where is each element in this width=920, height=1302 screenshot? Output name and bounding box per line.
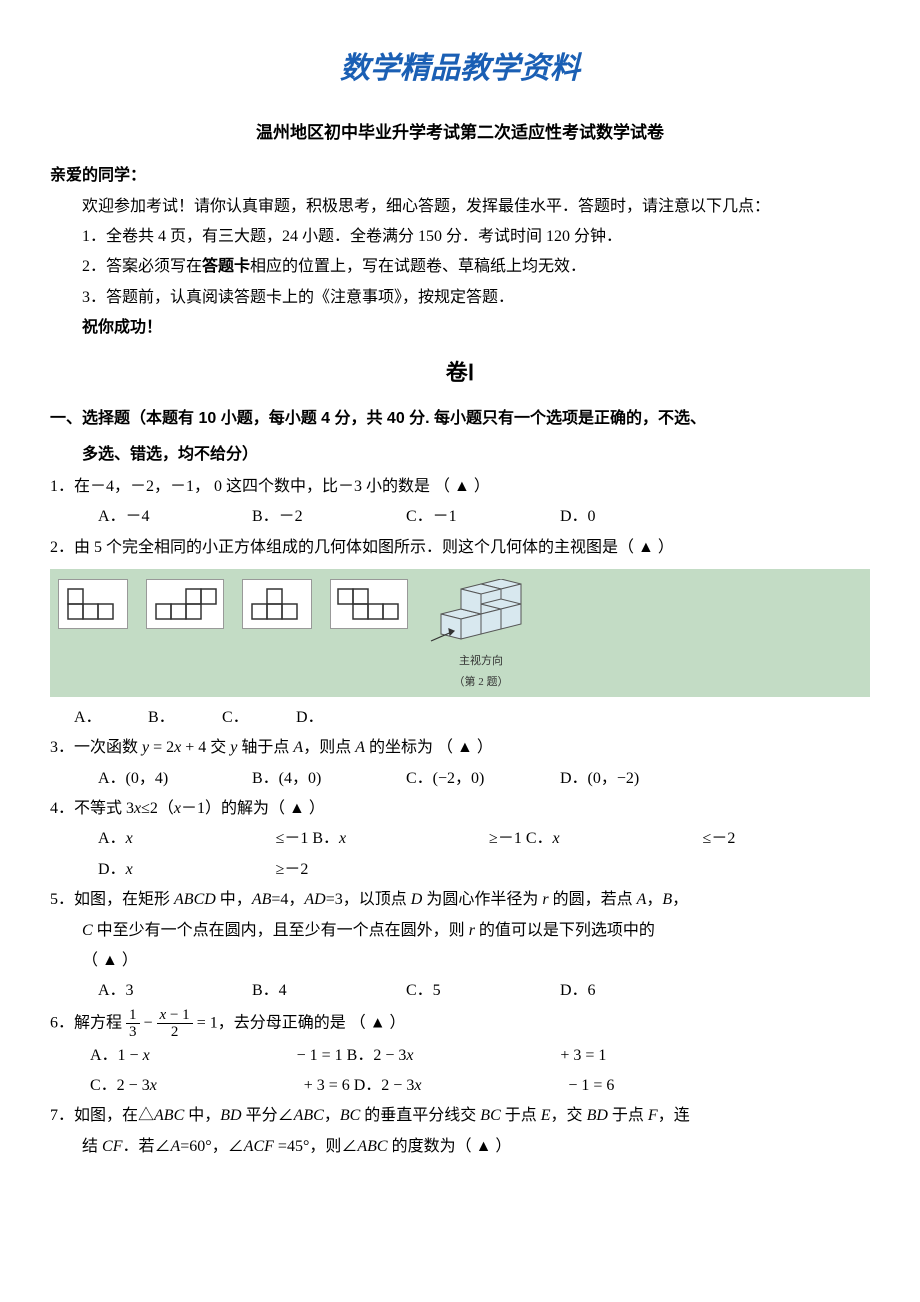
q3-choice-a: A．(0，4) xyxy=(98,764,248,794)
q4-choice-d: D．x≥－2 xyxy=(98,855,308,885)
part1-header: 一、选择题（本题有 10 小题，每小题 4 分，共 40 分. 每小题只有一个选… xyxy=(50,401,870,471)
q6-choice-d: D．2 − 3x − 1 = 6 xyxy=(354,1071,615,1101)
q3-choice-d: D．(0，−2) xyxy=(560,764,710,794)
q3-text: 3．一次函数 y = 2x + 4 交 y 轴于点 A，则点 A 的坐标为 （ … xyxy=(50,733,870,763)
q2-label-c: C． xyxy=(222,703,292,733)
q2-option-a-shape xyxy=(58,579,128,629)
greeting-label: 亲爱的同学： xyxy=(50,161,870,191)
q2-option-c-shape xyxy=(242,579,312,629)
page-title: 数学精品教学资料 xyxy=(50,40,870,97)
exam-subtitle: 温州地区初中毕业升学考试第二次适应性考试数学试卷 xyxy=(50,117,870,149)
q7-line2: 结 CF．若∠A=60°，∠ACF =45°，则∠ABC 的度数为（ ▲ ） xyxy=(50,1132,870,1162)
q5-choice-c: C．5 xyxy=(406,976,556,1006)
question-6: 6．解方程 13 − x − 12 = 1，去分母正确的是 （ ▲ ） A．1 … xyxy=(50,1007,870,1102)
q3-choice-c: C．(−2，0) xyxy=(406,764,556,794)
q6-choice-b: B．2 − 3x + 3 = 1 xyxy=(347,1041,607,1071)
q5-choice-d: D．6 xyxy=(560,976,710,1006)
q4-choice-c: C．x≤－2 xyxy=(526,824,735,854)
wish-text: 祝你成功！ xyxy=(82,313,870,343)
q5-choice-a: A．3 xyxy=(98,976,248,1006)
q2-label-b: B． xyxy=(148,703,218,733)
q4-choice-a: A．x≤－1 xyxy=(98,824,308,854)
question-3: 3．一次函数 y = 2x + 4 交 y 轴于点 A，则点 A 的坐标为 （ … xyxy=(50,733,870,794)
greeting-body: 欢迎参加考试！请你认真审题，积极思考，细心答题，发挥最佳水平．答题时，请注意以下… xyxy=(50,192,870,222)
q2-text: 2．由 5 个完全相同的小正方体组成的几何体如图所示．则这个几何体的主视图是（ … xyxy=(50,533,870,563)
q2-view-label: 主视方向 xyxy=(426,651,536,672)
note-item: 1．全卷共 4 页，有三大题，24 小题．全卷满分 150 分．考试时间 120… xyxy=(82,222,870,252)
question-2: 2．由 5 个完全相同的小正方体组成的几何体如图所示．则这个几何体的主视图是（ … xyxy=(50,533,870,734)
q2-isometric: 主视方向 （第 2 题） xyxy=(426,579,536,693)
q2-label-a: A． xyxy=(74,703,144,733)
q6-choice-c: C．2 − 3x + 3 = 6 xyxy=(90,1071,350,1101)
q6-choice-a: A．1 − x − 1 = 1 xyxy=(90,1041,343,1071)
q2-caption: （第 2 题） xyxy=(426,672,536,693)
note-item: 3．答题前，认真阅读答题卡上的《注意事项》，按规定答题． xyxy=(82,283,870,313)
q5-line1: 5．如图，在矩形 ABCD 中，AB=4，AD=3，以顶点 D 为圆心作半径为 … xyxy=(50,885,870,915)
q2-option-d-shape xyxy=(330,579,408,629)
q1-choice-b: B．－2 xyxy=(252,502,402,532)
q6-text: 6．解方程 13 − x − 12 = 1，去分母正确的是 （ ▲ ） xyxy=(50,1007,870,1041)
q5-line3: （ ▲ ） xyxy=(50,946,870,976)
q1-choice-d: D．0 xyxy=(560,502,710,532)
q3-choice-b: B．(4，0) xyxy=(252,764,402,794)
question-5: 5．如图，在矩形 ABCD 中，AB=4，AD=3，以顶点 D 为圆心作半径为 … xyxy=(50,885,870,1007)
q2-option-b-shape xyxy=(146,579,224,629)
q2-image-strip: 主视方向 （第 2 题） xyxy=(50,569,870,697)
q1-text: 1．在－4，－2，－1， 0 这四个数中，比－3 小的数是 （ ▲ ） xyxy=(50,472,870,502)
question-4: 4．不等式 3x≤2（x－1）的解为（ ▲ ） A．x≤－1 B．x≥－1 C．… xyxy=(50,794,870,885)
q4-text: 4．不等式 3x≤2（x－1）的解为（ ▲ ） xyxy=(50,794,870,824)
q5-choice-b: B．4 xyxy=(252,976,402,1006)
q2-label-d: D． xyxy=(296,703,366,733)
q1-choice-c: C．－1 xyxy=(406,502,556,532)
q7-line1: 7．如图，在△ABC 中，BD 平分∠ABC，BC 的垂直平分线交 BC 于点 … xyxy=(50,1101,870,1131)
q5-line2: C 中至少有一个点在圆内，且至少有一个点在圆外，则 r 的值可以是下列选项中的 xyxy=(50,916,870,946)
question-1: 1．在－4，－2，－1， 0 这四个数中，比－3 小的数是 （ ▲ ） A．－4… xyxy=(50,472,870,533)
q1-choice-a: A．－4 xyxy=(98,502,248,532)
q4-choice-b: B．x≥－1 xyxy=(312,824,521,854)
section-label: 卷Ⅰ xyxy=(50,352,870,394)
question-7: 7．如图，在△ABC 中，BD 平分∠ABC，BC 的垂直平分线交 BC 于点 … xyxy=(50,1101,870,1162)
note-item: 2．答案必须写在答题卡相应的位置上，写在试题卷、草稿纸上均无效． xyxy=(82,252,870,282)
